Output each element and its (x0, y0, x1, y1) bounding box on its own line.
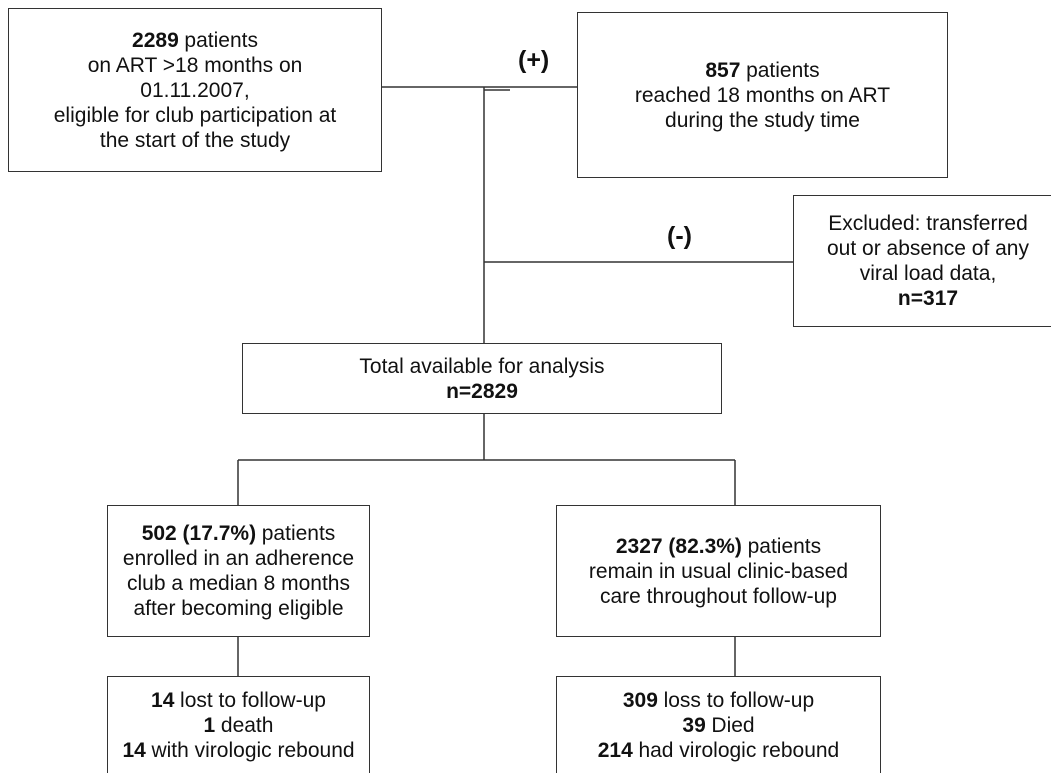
text-line: 1 death (204, 713, 274, 738)
text: patients (747, 534, 822, 558)
text-line: 14 with virologic rebound (122, 738, 354, 763)
text-line: n=2829 (446, 379, 518, 404)
text: on ART >18 months on (87, 53, 303, 77)
text: 01.11.2007, (140, 78, 250, 102)
text: with virologic rebound (151, 739, 355, 762)
text-line: after becoming eligible (133, 596, 343, 621)
text-line: during the study time (665, 108, 860, 133)
text-line: 502 (17.7%) patients (142, 521, 336, 546)
text: patients (184, 28, 258, 52)
text-line: 214 had virologic rebound (598, 738, 840, 763)
text: club a median 8 months (127, 572, 350, 595)
bold-text: 1 (203, 714, 216, 737)
bold-text: 214 (597, 739, 633, 762)
club-box: 502 (17.7%) patients enrolled in an adhere… (107, 505, 370, 637)
bold-text: 2327 (82.3%) (615, 534, 742, 558)
text: patients (746, 58, 820, 82)
text: care throughout follow-up (600, 584, 837, 608)
bold-text: 502 (17.7%) (141, 522, 257, 545)
bold-text: n=2829 (446, 379, 518, 403)
text-line: care throughout follow-up (600, 584, 837, 609)
text-line: 857 patients (705, 58, 819, 83)
clinic-box: 2327 (82.3%) patients remain in usual clin… (556, 505, 881, 637)
text: the start of the study (99, 128, 291, 152)
text: lost to follow-up (180, 689, 326, 712)
text: remain in usual clinic-based (588, 559, 849, 583)
clinic-outcome-box: 309 loss to follow-up 39 Died 214 had virolog… (556, 676, 881, 773)
text-line: viral load data, (860, 261, 997, 286)
text-line: reached 18 months on ART (635, 83, 890, 108)
text: loss to follow-up (663, 689, 815, 712)
total-box: Total available for analysis n=2829 (242, 343, 722, 414)
text: enrolled in an adherence (122, 547, 355, 570)
text-line: 14 lost to follow-up (151, 688, 326, 713)
text: out or absence of any (827, 237, 1029, 260)
text-line: 01.11.2007, (140, 78, 249, 103)
text-line: Excluded: transferred (828, 211, 1028, 236)
text-line: 2327 (82.3%) patients (616, 534, 821, 559)
plus-label: (+) (518, 46, 550, 74)
bold-text: 2289 (132, 28, 179, 52)
bold-text: 39 (682, 714, 706, 737)
text: patients (261, 522, 336, 545)
text-line: on ART >18 months on (88, 53, 303, 78)
bold-text: n=317 (897, 287, 959, 310)
text-line: eligible for club participation at (54, 103, 337, 128)
bold-text: 14 (122, 739, 146, 762)
minus-label: (-) (667, 222, 692, 250)
text-line: the start of the study (100, 128, 290, 153)
new-patients-box: 857 patients reached 18 months on ART durin… (577, 12, 948, 178)
text: reached 18 months on ART (634, 83, 891, 107)
bold-text: 14 (151, 689, 175, 712)
text-line: enrolled in an adherence (123, 546, 354, 571)
text-line: Total available for analysis (359, 354, 604, 379)
text-line: 39 Died (682, 713, 754, 738)
text-line: 2289 patients (132, 28, 258, 53)
text-line: club a median 8 months (127, 571, 350, 596)
text-line: out or absence of any (827, 236, 1029, 261)
text: during the study time (665, 108, 860, 132)
bold-text: 857 (705, 58, 741, 82)
text: after becoming eligible (133, 597, 344, 620)
text: viral load data, (859, 262, 997, 285)
bold-text: 309 (622, 689, 658, 712)
text-line: 309 loss to follow-up (623, 688, 814, 713)
text: had virologic rebound (638, 739, 840, 762)
text: Died (711, 714, 755, 737)
text-line: n=317 (898, 286, 958, 311)
excluded-box: Excluded: transferred out or absence of a… (793, 195, 1051, 327)
text: eligible for club participation at (53, 103, 337, 127)
text-line: remain in usual clinic-based (589, 559, 848, 584)
text: Total available for analysis (359, 354, 605, 378)
club-outcome-box: 14 lost to follow-up 1 death 14 with virologi… (107, 676, 370, 773)
eligible-box: 2289 patients on ART >18 months on 01.11.20… (8, 8, 382, 172)
text: death (220, 714, 274, 737)
text: Excluded: transferred (828, 212, 1028, 235)
